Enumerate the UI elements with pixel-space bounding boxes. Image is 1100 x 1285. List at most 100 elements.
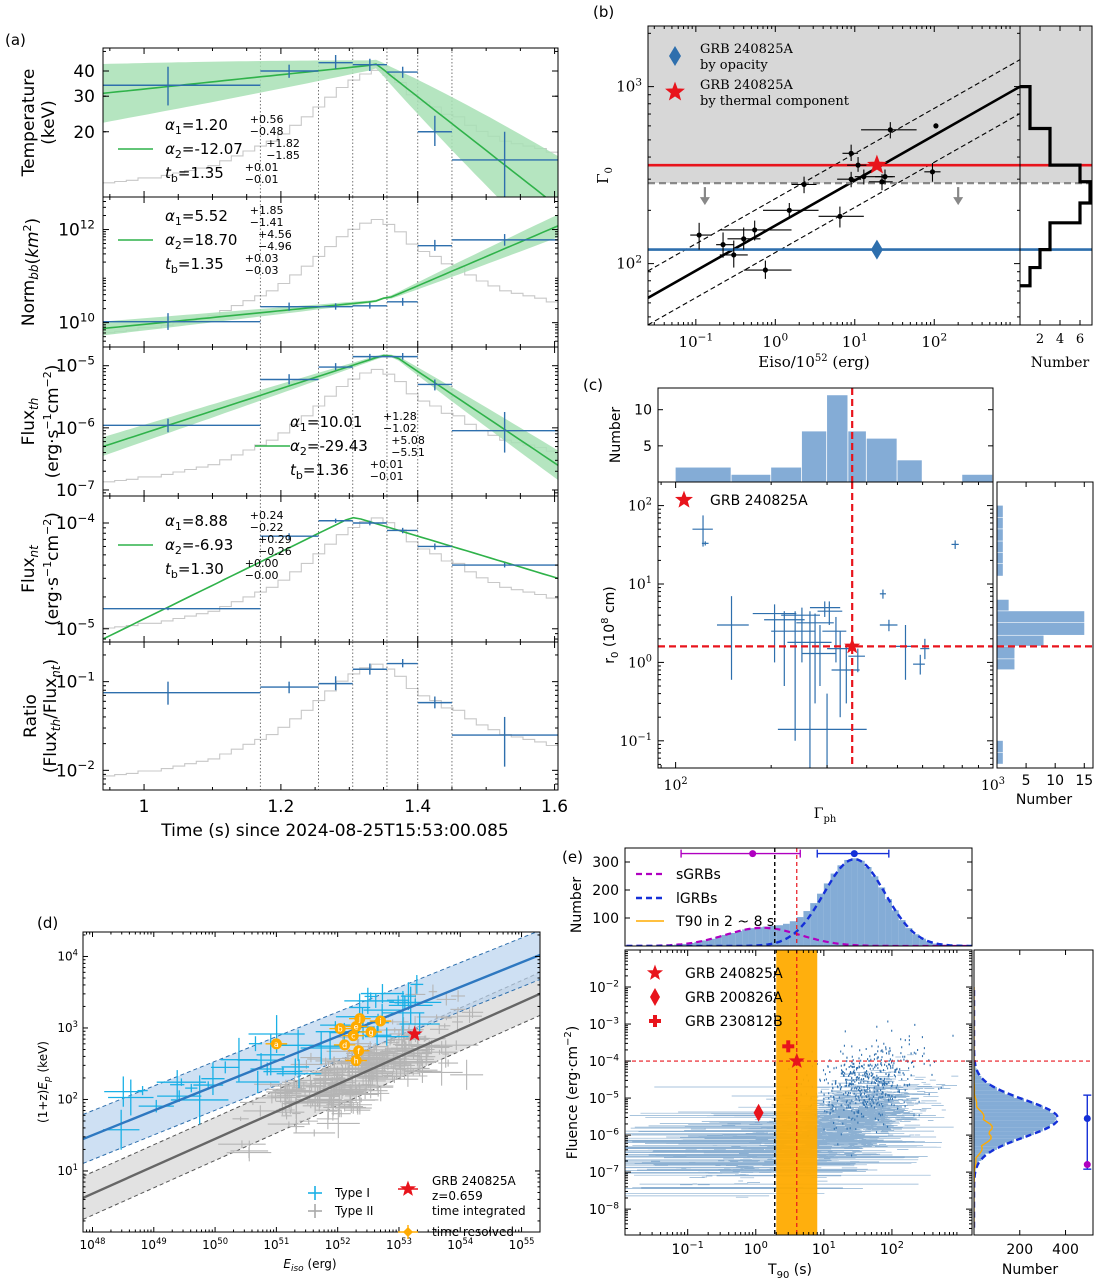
x-tick-label: 101	[842, 332, 868, 351]
x-tick-label: 100	[744, 1240, 768, 1258]
legend-label: GRB 240825A	[432, 1174, 516, 1188]
x-tick-label: 1049	[141, 1236, 167, 1252]
data-point-marker	[696, 232, 702, 238]
hist-bar	[769, 925, 777, 946]
x-tick-label: 400	[1052, 1242, 1079, 1258]
hist-bar	[866, 438, 897, 482]
time-resolved-label: c	[351, 1032, 355, 1041]
fit-band	[103, 354, 558, 480]
y-axis-label: Ratio(Fluxth/Fluxnt)	[21, 659, 63, 773]
x-tick-label: 103	[981, 776, 1005, 794]
alpha1-annotation: α1=5.52	[165, 207, 228, 228]
hist-bar	[675, 467, 731, 482]
hist-x-label: Number	[1031, 355, 1090, 371]
panel-e: (e) 10−1 100 101 102 10−8 10−7 10−6 10−5 10−4 10−3…	[562, 847, 1094, 1281]
time-resolved-marker	[350, 1055, 362, 1067]
legend-label: GRB 230812B	[685, 1014, 783, 1030]
y-tick-label: 103	[57, 1019, 78, 1035]
right-hist-x-label: Number	[1002, 1262, 1058, 1278]
hist-bar	[851, 858, 858, 946]
lgrb-mean-marker	[1083, 1115, 1091, 1123]
x-axis-label: Γph	[814, 806, 837, 825]
data-point-marker	[861, 174, 867, 180]
hist-bar	[974, 1101, 1034, 1106]
hist-bar	[974, 1072, 979, 1076]
hist-bar	[912, 934, 920, 946]
hist-bar	[885, 899, 892, 946]
panel-label: (c)	[583, 376, 603, 394]
hist-bar	[974, 1149, 991, 1154]
data-point-marker	[762, 267, 768, 273]
x-tick-label: 5	[1022, 773, 1031, 789]
hist-bar	[974, 1123, 1051, 1128]
sgrb-mean-marker	[749, 850, 757, 858]
tb-annotation-upper: +0.01	[245, 161, 279, 174]
alpha2-annotation-upper: +0.29	[258, 533, 292, 546]
plot-area	[103, 48, 558, 197]
hist-bar	[687, 943, 695, 946]
time-resolved-marker	[354, 1013, 366, 1025]
hist-bar	[848, 431, 866, 482]
data-point-marker	[720, 242, 726, 248]
subpanel-0: 20 30 40 Temperature(keV) α1=1.20 +0.56−0.48 α…	[19, 47, 559, 198]
y-tick-label: 101	[628, 575, 652, 593]
y-tick-label: 10−7	[56, 478, 95, 501]
alpha2-annotation-upper: +4.56	[258, 228, 292, 241]
panel-label: (b)	[593, 3, 614, 21]
hist-bar	[864, 867, 872, 946]
legend-label: time resolved	[432, 1225, 514, 1239]
y-tick-label: 10−3	[589, 1017, 619, 1033]
axes-frame	[657, 481, 994, 769]
y-tick-label: 10−6	[589, 1128, 619, 1144]
y-tick-label: 10−1	[56, 670, 95, 693]
typeI-fit-line	[83, 953, 540, 1141]
hist-bar	[762, 926, 770, 946]
plot-area	[103, 347, 558, 496]
legend-diamond-icon	[650, 988, 660, 1006]
subpanel-1: 1010 1012 Normbb(km2) α1=5.52 +1.85−1.41 α2=1…	[19, 196, 559, 348]
alpha2-annotation: α2=-6.93	[165, 536, 233, 557]
y-tick-label: 10−7	[589, 1165, 619, 1181]
y-tick-label: 10−5	[589, 1091, 619, 1107]
top-hist-frame	[624, 847, 973, 947]
hist-frame	[1019, 25, 1093, 326]
data-point-marker	[837, 213, 843, 219]
hist-bar	[997, 659, 1015, 670]
alpha1-annotation: α1=10.01	[290, 413, 362, 434]
hist-bar	[731, 474, 771, 482]
tb-annotation-lower: −0.00	[245, 569, 279, 582]
time-resolved-label: i	[379, 1017, 381, 1026]
legend-label: by thermal component	[700, 94, 850, 109]
grb-marker	[844, 637, 861, 654]
data-point-marker	[731, 252, 737, 258]
x-tick-label: 1048	[80, 1236, 106, 1252]
y-tick-label: 101	[57, 1162, 78, 1178]
plot-area: a bcd e f g h i j	[83, 932, 540, 1220]
legend-label: GRB 240825A	[685, 966, 783, 982]
hist-bar	[898, 920, 906, 946]
y-tick-label: 20	[73, 123, 95, 143]
x-tick-label: 200	[1006, 1242, 1033, 1258]
y-tick-label: 10−1	[620, 732, 652, 750]
hist-bar	[721, 934, 729, 946]
hist-bar	[735, 931, 743, 946]
x-tick-label: 102	[921, 332, 947, 351]
y-tick-label: 102	[616, 253, 642, 272]
grb-240825a-marker	[788, 1052, 805, 1068]
hist-bar	[878, 887, 886, 946]
hist-bar	[974, 1068, 977, 1073]
hist-bar	[974, 1094, 1015, 1099]
hist-bar	[974, 1116, 1057, 1121]
hist-bar	[997, 740, 1003, 753]
x-tick-label: 1055	[509, 1236, 535, 1252]
panel-label: (a)	[5, 31, 26, 49]
grb-200826a-marker	[753, 1103, 764, 1122]
fit-line	[103, 225, 558, 330]
axes-frame	[624, 949, 973, 1236]
tb-annotation-lower: −0.03	[245, 264, 279, 277]
hist-bar	[974, 1127, 1043, 1132]
fit-scatter-upper	[648, 59, 1020, 272]
hist-bar	[844, 859, 852, 946]
alpha1-annotation-lower: −0.22	[250, 521, 284, 534]
alpha2-annotation: α2=-29.43	[290, 437, 368, 458]
